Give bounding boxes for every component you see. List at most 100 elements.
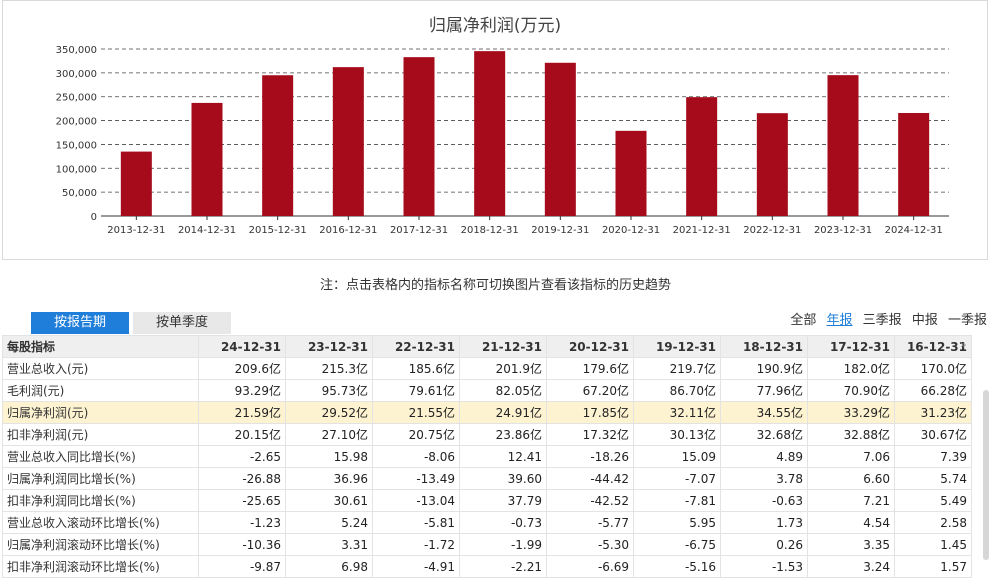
financial-indicator-table: 每股指标 24-12-31 23-12-31 22-12-31 21-12-31 20-… bbox=[2, 335, 972, 578]
table-cell: 20.75亿 bbox=[372, 423, 460, 446]
table-cell: 3.24 bbox=[807, 555, 895, 578]
table-cell: 182.0亿 bbox=[807, 357, 895, 380]
table-cell: 17.32亿 bbox=[546, 423, 634, 446]
filter-mid[interactable]: 中报 bbox=[911, 313, 938, 328]
table-header-row: 每股指标 24-12-31 23-12-31 22-12-31 21-12-31 20-… bbox=[2, 335, 972, 358]
vertical-scrollbar[interactable] bbox=[983, 390, 989, 560]
indicator-name-link[interactable]: 毛利润(元) bbox=[2, 379, 199, 402]
table-row: 归属净利润滚动环比增长(%) -10.36 3.31 -1.72 -1.99 -5.30-… bbox=[2, 533, 972, 556]
scroll-right-icon[interactable]: » bbox=[960, 338, 967, 351]
table-cell: 1.57 bbox=[894, 555, 972, 578]
table-cell: 5.49 bbox=[894, 489, 972, 512]
table-cell: -13.49 bbox=[372, 467, 460, 490]
x-tick-label: 2022-12-31 bbox=[743, 225, 801, 236]
x-tick-label: 2016-12-31 bbox=[319, 225, 377, 236]
table-row: 归属净利润(元) 21.59亿 29.52亿 21.55亿 24.91亿 17.85亿 32… bbox=[2, 401, 972, 424]
table-cell: 93.29亿 bbox=[198, 379, 286, 402]
table-cell: -5.30 bbox=[546, 533, 634, 556]
table-cell: -1.53 bbox=[720, 555, 808, 578]
y-tick-label: 300,000 bbox=[56, 69, 97, 80]
table-cell: 7.06 bbox=[807, 445, 895, 468]
table-cell: -7.81 bbox=[633, 489, 721, 512]
filter-q1[interactable]: 一季报 bbox=[947, 313, 987, 328]
bar bbox=[332, 67, 364, 216]
bar-chart: 0 50,000 100,000 150,000 200,000 250,000 300,0… bbox=[56, 45, 949, 236]
y-tick-label: 350,000 bbox=[56, 45, 97, 56]
table-cell: 3.35 bbox=[807, 533, 895, 556]
table-cell: 170.0亿 bbox=[894, 357, 972, 380]
y-tick-label: 50,000 bbox=[62, 188, 97, 199]
bar bbox=[191, 102, 223, 216]
x-tick-label: 2015-12-31 bbox=[249, 225, 307, 236]
table-cell: 34.55亿 bbox=[720, 401, 808, 424]
table-cell: 5.95 bbox=[633, 511, 721, 534]
x-tick-label: 2023-12-31 bbox=[814, 225, 872, 236]
table-cell: -0.63 bbox=[720, 489, 808, 512]
table-cell: 67.20亿 bbox=[546, 379, 634, 402]
y-tick-label: 100,000 bbox=[56, 164, 97, 175]
column-header: 24-12-31 bbox=[198, 335, 286, 358]
table-cell: 179.6亿 bbox=[546, 357, 634, 380]
indicator-name-link[interactable]: 归属净利润(元) bbox=[2, 401, 199, 424]
x-tick-label: 2020-12-31 bbox=[602, 225, 660, 236]
table-cell: 7.21 bbox=[807, 489, 895, 512]
table-row: 毛利润(元) 93.29亿 95.73亿 79.61亿 82.05亿 67.20亿 86.7… bbox=[2, 379, 972, 402]
chart-title: 归属净利润(万元) bbox=[428, 16, 562, 36]
table-cell: 15.09 bbox=[633, 445, 721, 468]
table-cell: 17.85亿 bbox=[546, 401, 634, 424]
x-tick-label: 2019-12-31 bbox=[531, 225, 589, 236]
table-cell: 30.61 bbox=[285, 489, 373, 512]
table-cell: 201.9亿 bbox=[459, 357, 547, 380]
table-cell: 32.11亿 bbox=[633, 401, 721, 424]
table-cell: -5.81 bbox=[372, 511, 460, 534]
indicator-name-link[interactable]: 归属净利润滚动环比增长(%) bbox=[2, 533, 199, 556]
filter-annual[interactable]: 年报 bbox=[826, 313, 853, 328]
table-cell: 33.29亿 bbox=[807, 401, 895, 424]
chart-panel: 归属净利润(万元) 0 50,000 100,000 150,000 200,000 25… bbox=[2, 0, 988, 260]
column-header: 23-12-31 bbox=[285, 335, 373, 358]
table-row: 营业总收入同比增长(%) -2.65 15.98 -8.06 12.41 -18.26 15… bbox=[2, 445, 972, 468]
table-corner-header: 每股指标 bbox=[2, 335, 199, 358]
bar bbox=[756, 113, 788, 216]
table-cell: 86.70亿 bbox=[633, 379, 721, 402]
indicator-name-link[interactable]: 营业总收入滚动环比增长(%) bbox=[2, 511, 199, 534]
bar bbox=[615, 130, 647, 216]
table-cell: 3.78 bbox=[720, 467, 808, 490]
table-cell: -5.77 bbox=[546, 511, 634, 534]
indicator-name-link[interactable]: 营业总收入同比增长(%) bbox=[2, 445, 199, 468]
table-cell: -7.07 bbox=[633, 467, 721, 490]
table-cell: -0.73 bbox=[459, 511, 547, 534]
filter-all[interactable]: 全部 bbox=[790, 313, 817, 328]
y-tick-label: 150,000 bbox=[56, 140, 97, 151]
table-cell: -1.72 bbox=[372, 533, 460, 556]
table-cell: -42.52 bbox=[546, 489, 634, 512]
chart-note: 注：点击表格内的指标名称可切换图片查看该指标的历史趋势 bbox=[319, 278, 671, 293]
table-cell: 77.96亿 bbox=[720, 379, 808, 402]
table-cell: -44.42 bbox=[546, 467, 634, 490]
table-cell: 6.60 bbox=[807, 467, 895, 490]
tab-by-report-period[interactable]: 按报告期 bbox=[31, 312, 129, 334]
table-cell: 5.74 bbox=[894, 467, 972, 490]
bar bbox=[827, 75, 859, 216]
indicator-name-link[interactable]: 扣非净利润(元) bbox=[2, 423, 199, 446]
indicator-name-link[interactable]: 归属净利润同比增长(%) bbox=[2, 467, 199, 490]
table-cell: -4.91 bbox=[372, 555, 460, 578]
table-cell: 66.28亿 bbox=[894, 379, 972, 402]
table-cell: -26.88 bbox=[198, 467, 286, 490]
column-header: 17-12-31 bbox=[807, 335, 895, 358]
table-row: 营业总收入(元) 209.6亿 215.3亿 185.6亿 201.9亿 179.6亿 21… bbox=[2, 357, 972, 380]
table-cell: -2.21 bbox=[459, 555, 547, 578]
indicator-name-link[interactable]: 营业总收入(元) bbox=[2, 357, 199, 380]
period-filter: 全部 年报 三季报 中报 一季报 bbox=[784, 309, 987, 328]
table-cell: 3.31 bbox=[285, 533, 373, 556]
indicator-name-link[interactable]: 扣非净利润同比增长(%) bbox=[2, 489, 199, 512]
table-cell: 21.59亿 bbox=[198, 401, 286, 424]
bar bbox=[686, 97, 718, 216]
tab-by-single-quarter[interactable]: 按单季度 bbox=[133, 312, 231, 334]
table-cell: 12.41 bbox=[459, 445, 547, 468]
filter-q3[interactable]: 三季报 bbox=[862, 313, 902, 328]
table-cell: -8.06 bbox=[372, 445, 460, 468]
indicator-name-link[interactable]: 扣非净利润滚动环比增长(%) bbox=[2, 555, 199, 578]
table-cell: 185.6亿 bbox=[372, 357, 460, 380]
table-cell: 5.24 bbox=[285, 511, 373, 534]
